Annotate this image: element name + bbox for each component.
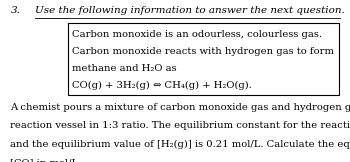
Text: Carbon monoxide is an odourless, colourless gas.: Carbon monoxide is an odourless, colourl… bbox=[72, 30, 322, 39]
Text: reaction vessel in 1:3 ratio. The equilibrium constant for the reaction is 3.92 : reaction vessel in 1:3 ratio. The equili… bbox=[10, 122, 350, 131]
Text: Use the following information to answer the next question.: Use the following information to answer … bbox=[35, 6, 345, 16]
Text: [CO] in mol/L.: [CO] in mol/L. bbox=[10, 159, 82, 162]
Text: Carbon monoxide reacts with hydrogen gas to form: Carbon monoxide reacts with hydrogen gas… bbox=[72, 47, 335, 56]
Text: A chemist pours a mixture of carbon monoxide gas and hydrogen gas in a 500.0 mL: A chemist pours a mixture of carbon mono… bbox=[10, 103, 350, 112]
Text: 3.: 3. bbox=[10, 6, 20, 16]
Bar bbox=[68, 23, 339, 95]
Text: and the equilibrium value of [H₂(g)] is 0.21 mol/L. Calculate the equilibrium va: and the equilibrium value of [H₂(g)] is … bbox=[10, 140, 350, 149]
Text: CO(g) + 3H₂(g) ⇔ CH₄(g) + H₂O(g).: CO(g) + 3H₂(g) ⇔ CH₄(g) + H₂O(g). bbox=[72, 81, 259, 90]
Text: methane and H₂O as: methane and H₂O as bbox=[72, 64, 177, 73]
